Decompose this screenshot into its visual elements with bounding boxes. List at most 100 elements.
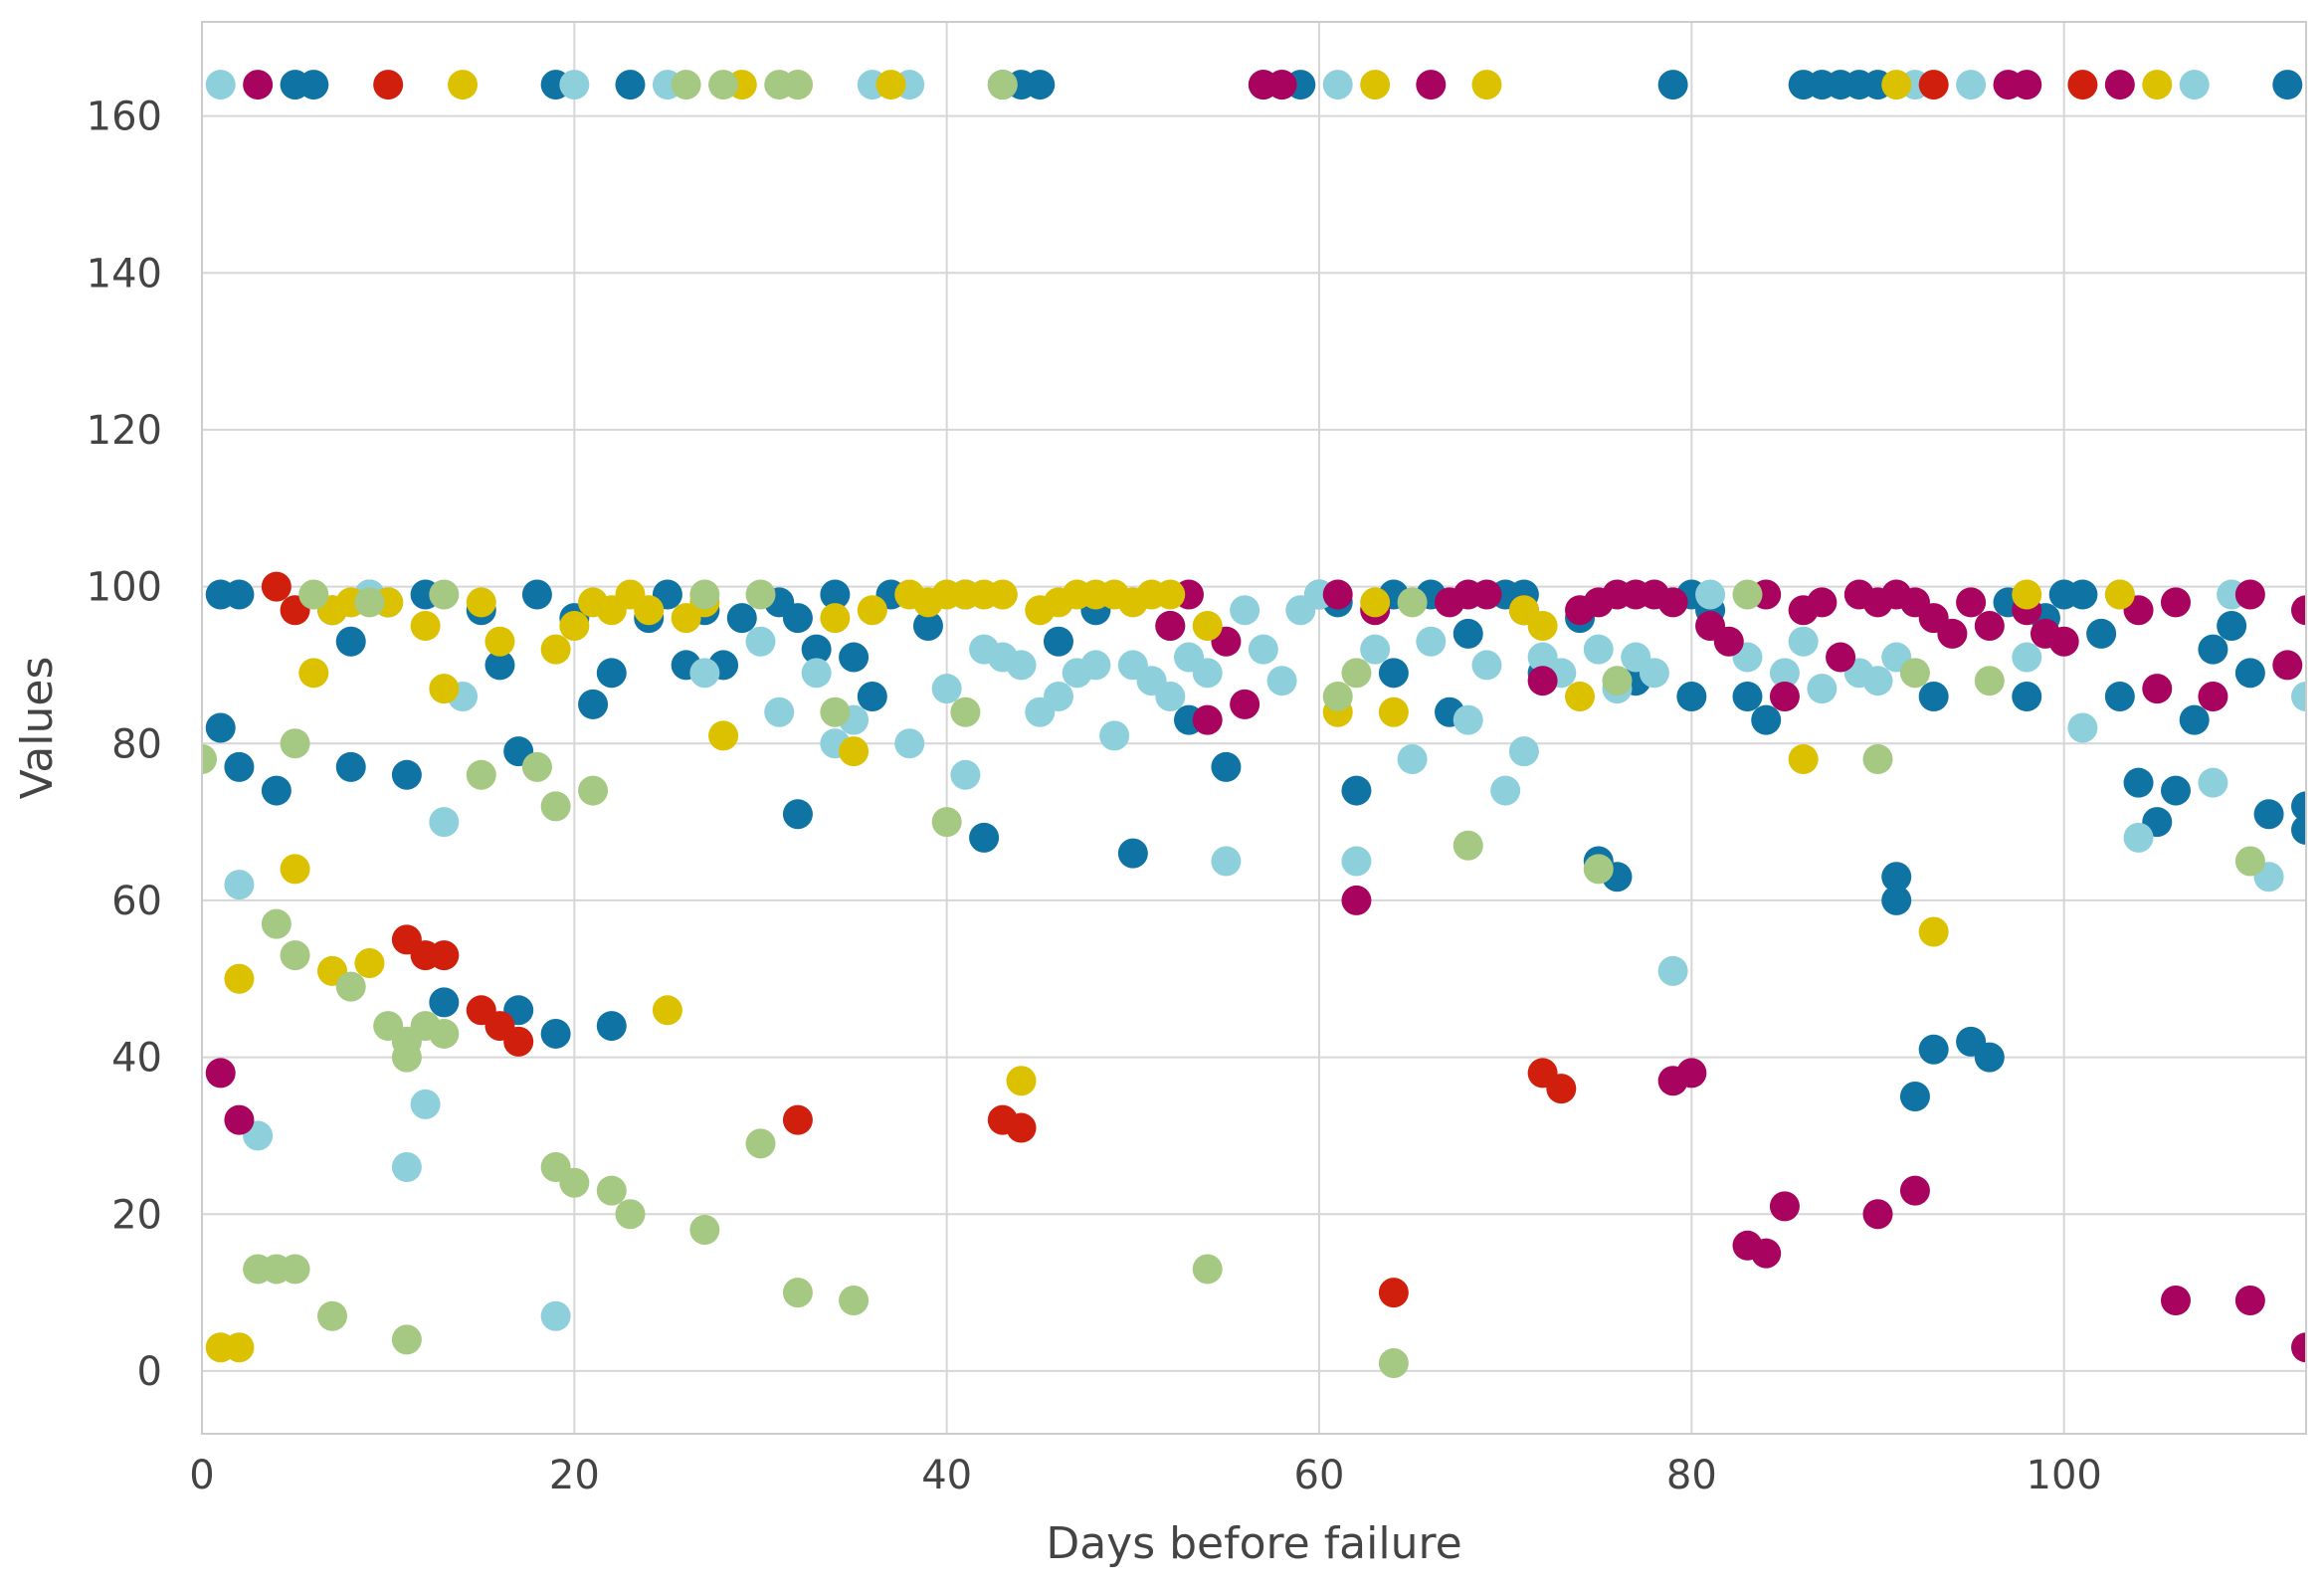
data-point-light-blue	[429, 807, 460, 838]
data-point-green	[745, 579, 776, 610]
data-point-light-blue	[1862, 666, 1893, 696]
data-point-blue	[298, 70, 329, 100]
data-point-blue	[2198, 634, 2228, 665]
data-point-magenta	[1155, 611, 1186, 642]
data-point-blue	[1657, 70, 1688, 100]
data-point-green	[391, 1042, 422, 1073]
y-tick-label: 160	[87, 95, 162, 140]
data-point-magenta	[2272, 650, 2303, 681]
data-point-magenta	[2234, 579, 2265, 610]
data-point-red	[1378, 1278, 1409, 1308]
data-point-green	[1378, 1348, 1409, 1379]
data-point-blue	[596, 1011, 627, 1042]
y-tick-label: 80	[111, 721, 162, 767]
data-point-yellow	[839, 736, 870, 767]
data-point-blue	[2104, 681, 2135, 711]
y-tick-label: 120	[87, 408, 162, 454]
data-point-blue	[429, 987, 460, 1018]
data-point-magenta	[1826, 642, 1856, 673]
data-point-green	[429, 579, 460, 610]
data-point-green	[615, 1199, 646, 1230]
data-point-yellow	[2142, 70, 2173, 100]
data-point-green	[354, 587, 385, 618]
data-point-blue	[2123, 767, 2154, 798]
data-point-blue	[578, 689, 609, 719]
data-point-yellow	[1881, 70, 1912, 100]
data-point-magenta	[1192, 704, 1223, 735]
data-point-green	[1397, 587, 1428, 618]
y-tick-label: 0	[137, 1349, 162, 1395]
data-point-green	[1583, 854, 1614, 885]
data-point-red	[503, 1026, 534, 1057]
data-point-light-blue	[1807, 674, 1838, 704]
data-point-light-blue	[1956, 70, 1987, 100]
data-point-blue	[2272, 70, 2303, 100]
data-point-green	[782, 1278, 813, 1308]
data-point-green	[708, 70, 739, 100]
data-point-blue	[224, 751, 255, 782]
data-point-yellow	[354, 948, 385, 978]
data-point-blue	[2291, 814, 2306, 845]
data-point-light-blue	[1416, 626, 1447, 657]
data-point-green	[317, 1300, 348, 1331]
data-point-light-blue	[1583, 634, 1614, 665]
data-point-green	[931, 807, 962, 838]
data-point-green	[578, 775, 609, 806]
data-point-yellow	[875, 70, 906, 100]
data-point-green	[689, 1215, 720, 1246]
data-point-green	[839, 1285, 870, 1315]
data-point-blue	[2217, 611, 2247, 642]
data-point-magenta	[2160, 1285, 2191, 1315]
data-point-magenta	[1769, 1191, 1800, 1222]
data-point-blue	[857, 681, 887, 711]
data-point-light-blue	[205, 70, 236, 100]
data-point-blue	[2179, 704, 2210, 735]
series-magenta	[205, 70, 2306, 1363]
data-point-blue	[224, 579, 255, 610]
data-point-light-blue	[1508, 736, 1539, 767]
data-point-magenta	[2160, 587, 2191, 618]
data-point-light-blue	[410, 1089, 441, 1119]
data-point-green	[1192, 1254, 1223, 1285]
data-point-magenta	[2291, 595, 2306, 626]
data-point-blue	[615, 70, 646, 100]
data-point-yellow	[410, 611, 441, 642]
x-tick-label: 20	[549, 1453, 600, 1498]
data-point-yellow	[987, 579, 1018, 610]
data-point-red	[373, 70, 404, 100]
x-tick-label: 60	[1294, 1453, 1345, 1498]
data-point-yellow	[559, 611, 590, 642]
data-point-green	[466, 759, 496, 790]
data-point-magenta	[2012, 70, 2042, 100]
data-point-green	[1899, 658, 1930, 689]
data-point-blue	[1918, 1034, 1949, 1065]
data-point-red	[1918, 70, 1949, 100]
data-point-light-blue	[2012, 642, 2042, 673]
data-point-blue	[839, 642, 870, 673]
data-point-yellow	[1192, 611, 1223, 642]
data-point-light-blue	[1490, 775, 1521, 806]
data-point-light-blue	[950, 759, 981, 790]
data-point-blue	[540, 1018, 571, 1049]
data-point-magenta	[1937, 618, 1968, 649]
gridlines	[201, 22, 2306, 1434]
data-point-yellow	[466, 587, 496, 618]
data-point-blue	[782, 603, 813, 634]
data-point-blue	[2291, 791, 2306, 822]
data-point-light-blue	[764, 696, 795, 727]
data-point-blue	[1452, 618, 1483, 649]
data-point-green	[820, 696, 851, 727]
data-point-green	[559, 1167, 590, 1198]
data-point-yellow	[1378, 696, 1409, 727]
data-point-blue	[2012, 681, 2042, 711]
data-point-green	[298, 579, 329, 610]
data-point-blue	[1211, 751, 1242, 782]
data-point-yellow	[708, 720, 739, 751]
data-point-green	[521, 751, 552, 782]
data-point-magenta	[2198, 681, 2228, 711]
data-point-yellow	[820, 603, 851, 634]
data-point-magenta	[1974, 611, 2005, 642]
data-point-green	[689, 579, 720, 610]
data-point-magenta	[1471, 579, 1502, 610]
